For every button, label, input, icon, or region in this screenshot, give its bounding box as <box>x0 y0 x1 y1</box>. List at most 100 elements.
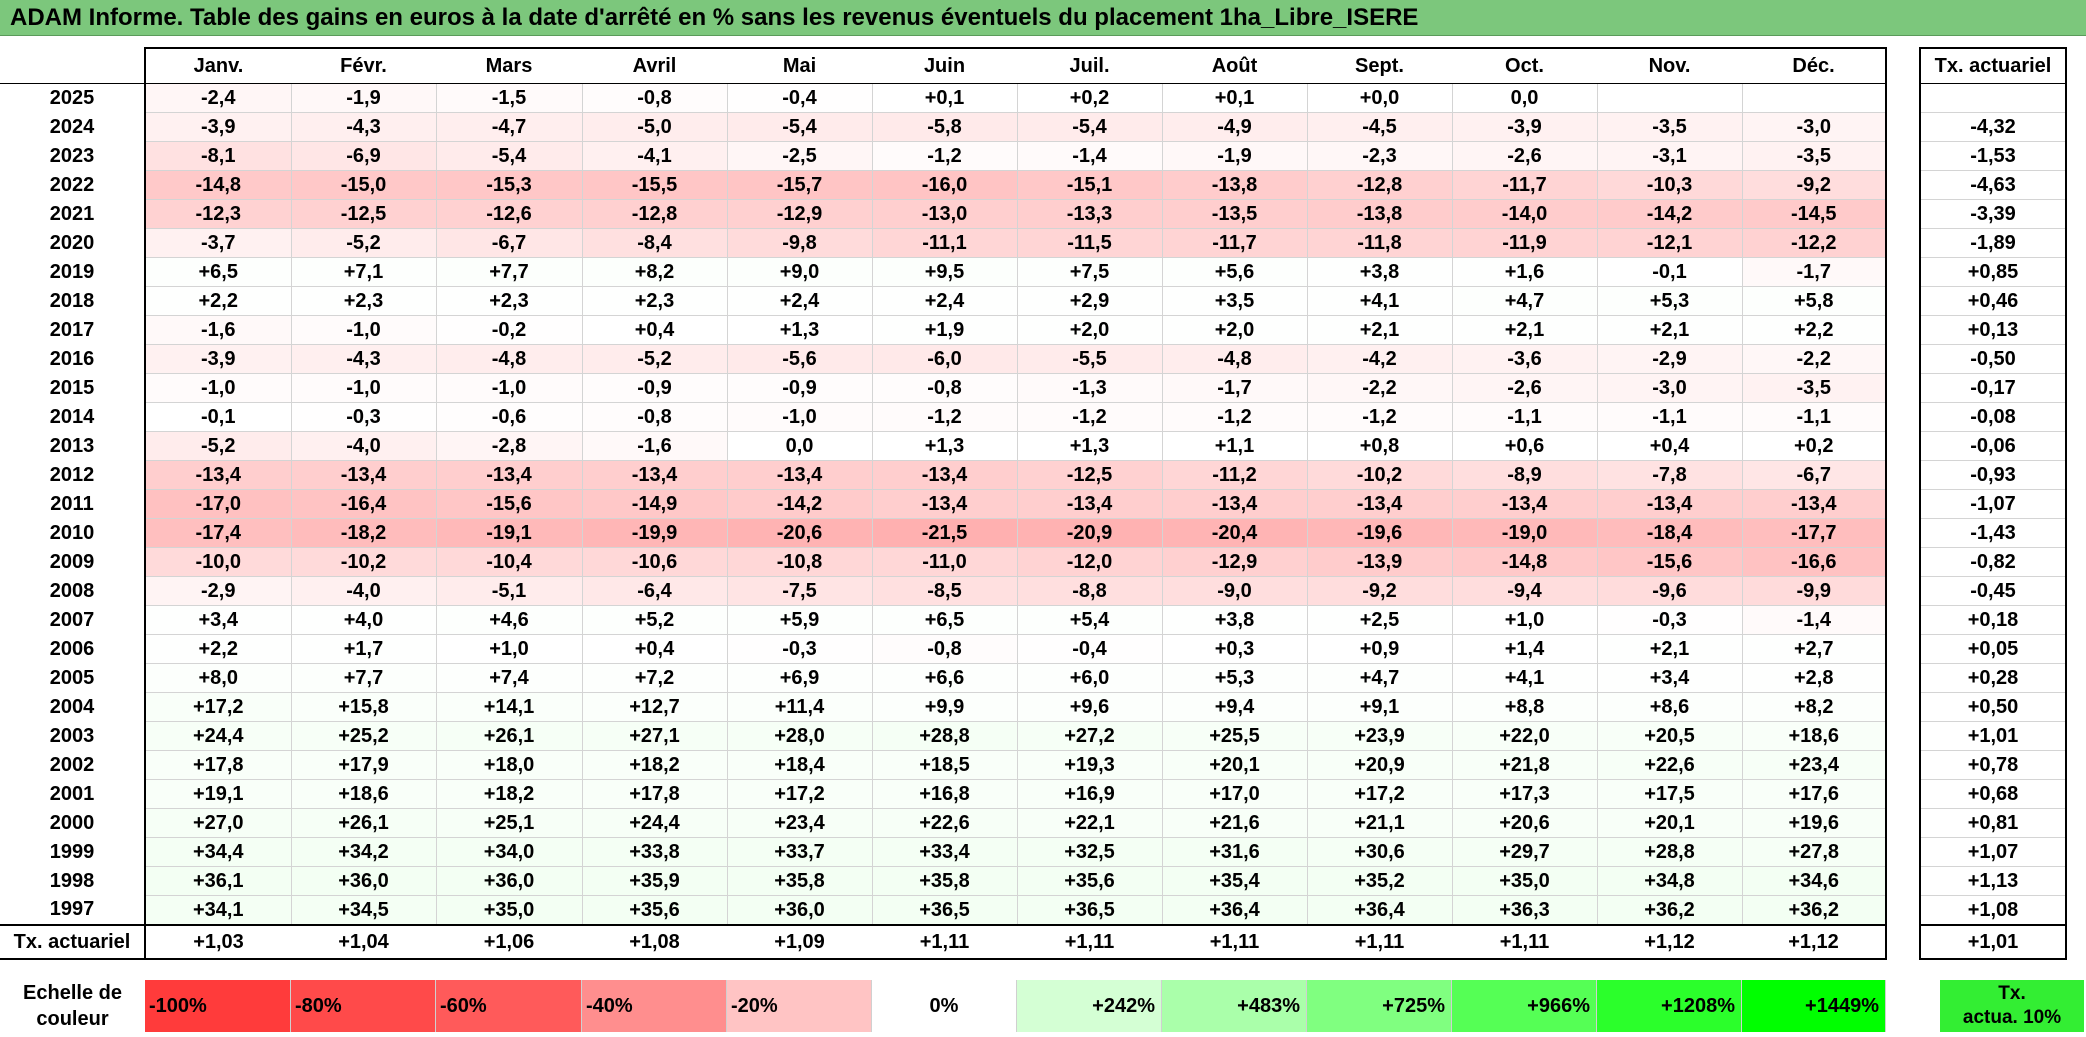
gain-cell: +2,2 <box>144 634 292 664</box>
gain-cell: +36,0 <box>726 895 873 926</box>
gain-cell: +1,1 <box>1161 431 1308 461</box>
gain-cell: -13,4 <box>726 460 873 490</box>
gain-cell: +27,0 <box>144 808 292 838</box>
gain-cell: +35,0 <box>435 895 583 926</box>
table-row: 2024 -3,9 -4,3 -4,7 -5,0 -5,4 -5,8 -5,4 -4,9 -4,5… <box>0 112 2067 142</box>
gain-cell: -13,4 <box>581 460 728 490</box>
month-header: Avril <box>582 47 727 84</box>
gain-cell: -17,4 <box>144 518 292 548</box>
gain-cell: +0,2 <box>1016 83 1163 113</box>
footer-tx-cell: +1,11 <box>1452 924 1597 960</box>
gain-cell: +1,9 <box>871 315 1018 345</box>
gain-cell: -14,2 <box>726 489 873 519</box>
gain-cell: -10,6 <box>581 547 728 577</box>
gain-cell: -7,5 <box>726 576 873 606</box>
gain-cell: -11,5 <box>1016 228 1163 258</box>
year-label: 2019 <box>49 260 95 283</box>
gain-cell: +33,7 <box>726 837 873 867</box>
tx-actuariel-cell: -0,06 <box>1919 431 2067 461</box>
year-label: 2013 <box>49 434 95 457</box>
gain-cell: +27,2 <box>1016 721 1163 751</box>
gain-cell: +4,6 <box>435 605 583 635</box>
gain-cell: +14,1 <box>435 692 583 722</box>
gain-cell: +34,2 <box>290 837 437 867</box>
color-scale-label-line1: Echelle de <box>23 982 122 1004</box>
table-row: 1998 +36,1 +36,0 +36,0 +35,9 +35,8 +35,8 +35,6 +… <box>0 866 2067 896</box>
gain-cell: +17,3 <box>1451 779 1598 809</box>
gain-cell: -9,6 <box>1596 576 1743 606</box>
tx-actuariel-cell: +1,08 <box>1919 895 2067 926</box>
gain-cell: -10,8 <box>726 547 873 577</box>
gain-cell: -0,3 <box>726 634 873 664</box>
gain-cell: +5,8 <box>1741 286 1887 316</box>
table-row: 2015 -1,0 -1,0 -1,0 -0,9 -0,9 -0,8 -1,3 -1,7 -2,2… <box>0 373 2067 403</box>
gain-cell: -16,0 <box>871 170 1018 200</box>
gain-cell: +2,1 <box>1596 315 1743 345</box>
gain-cell: +28,8 <box>871 721 1018 751</box>
gain-cell: +16,8 <box>871 779 1018 809</box>
gap-cell <box>1886 489 1920 519</box>
gain-cell: +34,8 <box>1596 866 1743 896</box>
gain-cell: +7,2 <box>581 663 728 693</box>
gain-cell: +5,9 <box>726 605 873 635</box>
footer-label: Tx. actuariel <box>0 924 145 960</box>
gain-cell: +28,0 <box>726 721 873 751</box>
gain-cell: -10,2 <box>290 547 437 577</box>
gain-cell: -4,0 <box>290 431 437 461</box>
color-scale: Echelle de couleur -100% -80% -60% -40% -20%… <box>0 978 2086 1034</box>
gain-cell: +33,8 <box>581 837 728 867</box>
gain-cell: -15,3 <box>435 170 583 200</box>
table-row: 2020 -3,7 -5,2 -6,7 -8,4 -9,8 -11,1 -11,5 -11,7-… <box>0 228 2067 258</box>
gain-cell: -15,5 <box>581 170 728 200</box>
table-row: 2014 -0,1 -0,3 -0,6 -0,8 -1,0 -1,2 -1,2 -1,2 -1,2… <box>0 402 2067 432</box>
gain-cell: -13,4 <box>1741 489 1887 519</box>
tx-actuariel-cell: +1,01 <box>1919 721 2067 751</box>
gain-cell: +0,1 <box>871 83 1018 113</box>
gain-cell: +20,1 <box>1161 750 1308 780</box>
tx-actuariel-cell: -1,07 <box>1919 489 2067 519</box>
gain-cell: -0,2 <box>435 315 583 345</box>
gap-cell <box>1886 402 1920 432</box>
table-row: 2005 +8,0 +7,7 +7,4 +7,2 +6,9 +6,6 +6,0 +5,3 +4,7… <box>0 663 2067 693</box>
gain-cell: +19,1 <box>144 779 292 809</box>
gain-cell: -5,5 <box>1016 344 1163 374</box>
color-scale-cell: -60% <box>436 980 582 1032</box>
gain-cell: +35,9 <box>581 866 728 896</box>
gain-cell: +36,2 <box>1596 895 1743 926</box>
gap-cell <box>1886 576 1920 606</box>
footer-tx-total: +1,01 <box>1919 924 2067 960</box>
year-label: 2015 <box>49 376 95 399</box>
gain-cell: +25,5 <box>1161 721 1308 751</box>
gain-cell: -8,4 <box>581 228 728 258</box>
gain-cell: +19,3 <box>1016 750 1163 780</box>
gain-cell: -9,0 <box>1161 576 1308 606</box>
year-label: 2003 <box>49 724 95 747</box>
year-label: 2012 <box>49 463 95 486</box>
gain-cell: +35,4 <box>1161 866 1308 896</box>
gain-cell: -4,3 <box>290 112 437 142</box>
gain-cell: -3,1 <box>1596 141 1743 171</box>
year-label: 2025 <box>49 86 95 109</box>
gap-cell <box>1886 373 1920 403</box>
gap-cell <box>1886 431 1920 461</box>
gap-cell <box>1886 663 1920 693</box>
gain-cell: -0,3 <box>290 402 437 432</box>
gain-cell: +17,2 <box>1306 779 1453 809</box>
table-row: 2021 -12,3 -12,5 -12,6 -12,8 -12,9 -13,0 -13,3-… <box>0 199 2067 229</box>
gap-cell <box>1886 547 1920 577</box>
gain-cell: -9,2 <box>1306 576 1453 606</box>
gain-cell: -16,6 <box>1741 547 1887 577</box>
year-label: 2022 <box>49 173 95 196</box>
gain-cell: -12,9 <box>726 199 873 229</box>
gain-cell: +2,1 <box>1306 315 1453 345</box>
tx-actuariel-cell: -1,43 <box>1919 518 2067 548</box>
month-header: Juil. <box>1017 47 1162 84</box>
gain-cell: -11,8 <box>1306 228 1453 258</box>
table-row: 1997 +34,1 +34,5 +35,0 +35,6 +36,0 +36,5 +36,5 +… <box>0 895 2067 926</box>
gain-cell: +20,9 <box>1306 750 1453 780</box>
gain-cell: -13,0 <box>871 199 1018 229</box>
gain-cell: +22,6 <box>1596 750 1743 780</box>
gain-cell: -2,9 <box>144 576 292 606</box>
gain-cell: +17,8 <box>144 750 292 780</box>
tx-actuariel-cell: +0,81 <box>1919 808 2067 838</box>
